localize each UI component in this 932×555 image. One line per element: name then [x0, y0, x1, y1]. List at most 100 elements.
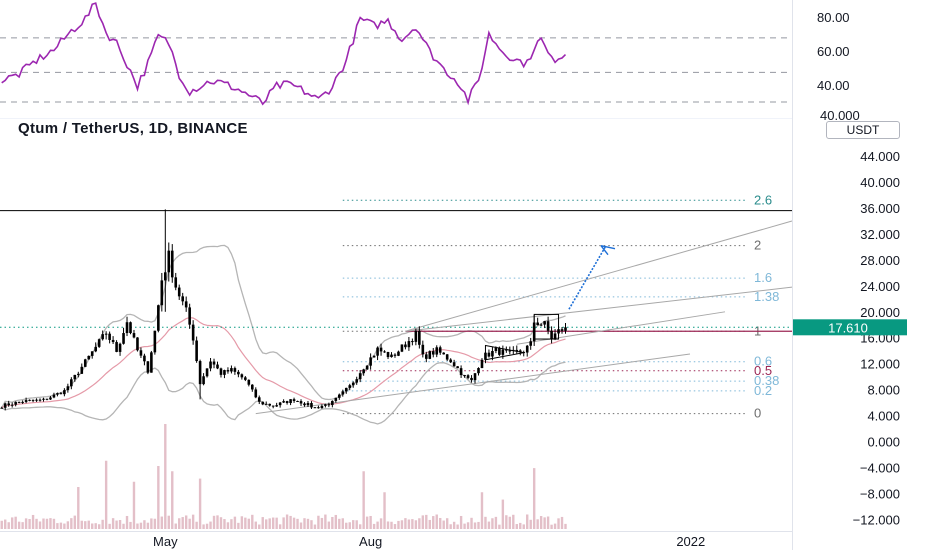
- candle-body: [247, 379, 251, 385]
- candle-body: [28, 399, 31, 401]
- candle-body: [445, 354, 449, 360]
- volume-bar: [313, 524, 317, 529]
- volume-bar: [118, 519, 122, 529]
- candle-body: [157, 305, 160, 331]
- channel-lower-line: [255, 353, 691, 415]
- volume-bar: [299, 522, 303, 529]
- candle-body: [491, 350, 494, 357]
- candle-body: [216, 364, 219, 369]
- candle-body: [299, 401, 303, 404]
- candle-body: [129, 322, 132, 334]
- price-axis-label: 40.000: [860, 175, 900, 190]
- price-axis-label: 4.000: [867, 409, 900, 424]
- volume-bar: [435, 514, 438, 529]
- candle-body: [480, 359, 484, 369]
- volume-bar: [108, 523, 111, 529]
- bollinger-bands: [1, 244, 566, 425]
- pane-divider[interactable]: [0, 118, 792, 119]
- candle-body: [306, 403, 310, 406]
- time-axis[interactable]: May Aug 2022: [153, 534, 705, 549]
- candle-body: [358, 373, 362, 380]
- candle-body: [261, 401, 265, 405]
- volume-bar: [265, 519, 268, 529]
- volume-bar: [411, 519, 414, 529]
- volume-bar: [146, 522, 150, 529]
- candle-body: [52, 394, 56, 398]
- candle-body: [324, 404, 327, 406]
- candle-body: [219, 368, 223, 375]
- candle-body: [24, 400, 28, 402]
- symbol-title[interactable]: Qtum / TetherUS, 1D, BINANCE: [18, 120, 248, 137]
- volume-bar: [70, 518, 73, 529]
- volume-bar: [122, 523, 125, 529]
- volume-bar: [178, 518, 181, 529]
- candle-body: [254, 389, 258, 398]
- volume-bar: [372, 523, 376, 529]
- candle-body: [184, 301, 188, 308]
- volume-bar: [254, 521, 257, 529]
- volume-bar: [132, 481, 136, 529]
- trend-lines[interactable]: [0, 210, 793, 415]
- volume-bar: [188, 518, 191, 529]
- price-axis-label: 0.000: [867, 434, 900, 449]
- volume-bar: [181, 517, 184, 529]
- candle-body: [418, 330, 421, 345]
- currency-badge[interactable]: USDT: [826, 121, 900, 139]
- price-axis-label: 24.000: [860, 279, 900, 294]
- volume-bar: [477, 521, 480, 529]
- volume-bar: [480, 492, 484, 529]
- fib-retracement[interactable]: 2.621.61.3810.60.50.380.20: [342, 192, 780, 421]
- candle-body: [383, 351, 386, 353]
- candle-body: [313, 407, 317, 409]
- candle-body: [191, 324, 195, 341]
- volume-bar: [536, 519, 539, 529]
- volume-bar: [376, 521, 379, 529]
- volume-bar: [104, 460, 108, 529]
- candle-body: [97, 339, 101, 347]
- volume-bar: [258, 524, 261, 529]
- candle-body: [17, 401, 21, 403]
- volume-bars: [0, 424, 567, 529]
- fib-level-label: 0.2: [754, 383, 772, 398]
- volume-bar: [390, 521, 393, 529]
- candle-body: [449, 359, 452, 363]
- volume-bar: [4, 519, 7, 529]
- candle-body: [425, 354, 428, 359]
- volume-bar: [153, 518, 157, 529]
- candle-body: [108, 333, 111, 340]
- volume-bar: [125, 515, 129, 529]
- candle-body: [160, 280, 164, 306]
- candle-body: [174, 277, 178, 288]
- volume-bar: [59, 522, 63, 529]
- price-axis-label: −8.000: [860, 486, 900, 501]
- volume-bar: [404, 518, 407, 529]
- candle-body: [470, 377, 473, 381]
- volume-bar: [87, 520, 90, 529]
- volume-bar: [303, 518, 306, 529]
- candle-body: [452, 362, 456, 367]
- candles: [0, 209, 567, 411]
- time-axis-divider: [0, 531, 792, 532]
- volume-bar: [49, 518, 52, 529]
- candle-body: [83, 359, 87, 367]
- candle-body: [459, 368, 463, 376]
- volume-bar: [546, 516, 550, 529]
- candle-body: [49, 397, 52, 400]
- volume-bar: [52, 518, 56, 529]
- price-axis[interactable]: 80.00 60.00 40.00 40.000 44.000 40.000 36.000 3…: [793, 10, 907, 527]
- candle-body: [365, 365, 369, 370]
- candle-body: [546, 321, 550, 331]
- candle-body: [351, 382, 355, 386]
- volume-bar: [414, 520, 418, 529]
- volume-bar: [550, 524, 553, 529]
- candle-body: [101, 334, 104, 340]
- volume-bar: [271, 517, 275, 529]
- candle-body: [59, 393, 63, 395]
- rsi-axis-partial-label: 40.000: [820, 108, 860, 123]
- candle-body: [282, 401, 285, 403]
- volume-bar: [428, 519, 431, 529]
- candle-body: [327, 404, 331, 406]
- candle-body: [393, 354, 397, 356]
